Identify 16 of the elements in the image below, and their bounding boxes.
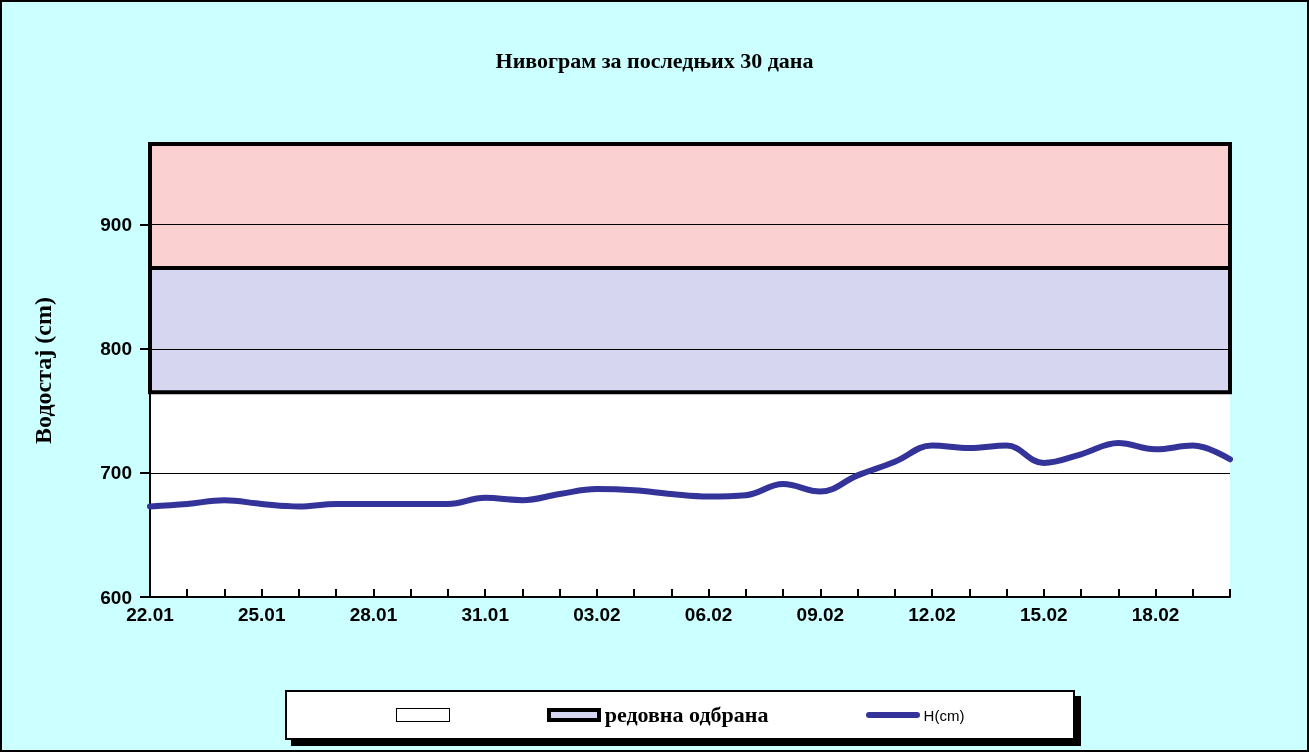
chart-title: Нивограм за последњих 30 дана — [495, 47, 814, 73]
y-tick-label: 700 — [100, 462, 132, 484]
x-tick-label: 06.02 — [684, 604, 733, 625]
legend-label: редовна одбрана — [604, 702, 769, 728]
y-tick-label: 800 — [100, 338, 132, 360]
x-tick-label: 18.02 — [1131, 604, 1180, 625]
x-tick-label: 25.01 — [237, 604, 286, 625]
legend-label: H(cm) — [923, 706, 965, 724]
x-tick-label: 03.02 — [573, 604, 621, 625]
x-tick-label: 31.01 — [461, 604, 510, 625]
y-axis-title: Водостај (cm) — [30, 297, 56, 444]
x-tick-label: 12.02 — [908, 604, 956, 625]
x-tick-label: 28.01 — [349, 604, 398, 625]
y-tick-label: 900 — [100, 214, 132, 236]
x-tick-label: 09.02 — [796, 604, 845, 625]
x-tick-label: 15.02 — [1020, 604, 1068, 625]
